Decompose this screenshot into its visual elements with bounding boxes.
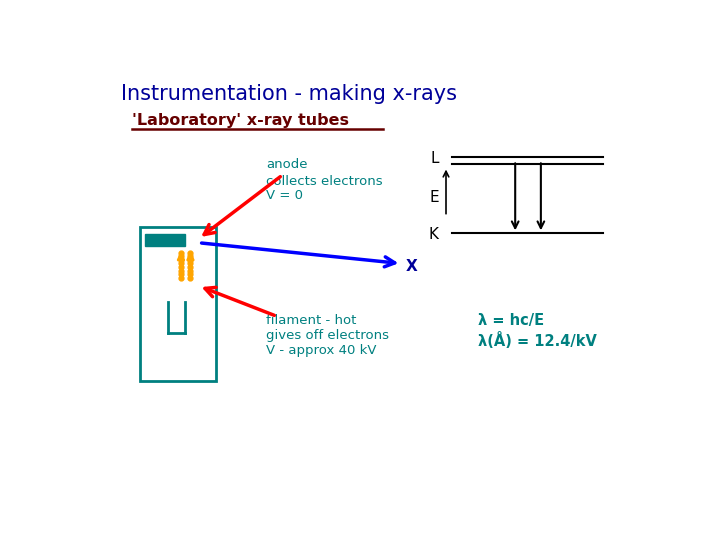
Text: λ(Å) = 12.4/kV: λ(Å) = 12.4/kV: [478, 332, 597, 348]
Text: V = 0: V = 0: [266, 190, 303, 202]
Text: filament - hot: filament - hot: [266, 314, 356, 327]
Text: X: X: [405, 259, 417, 274]
Text: collects electrons: collects electrons: [266, 175, 382, 188]
Bar: [140, 227, 215, 381]
Text: V - approx 40 kV: V - approx 40 kV: [266, 345, 377, 357]
Text: gives off electrons: gives off electrons: [266, 329, 389, 342]
Text: L: L: [431, 151, 438, 166]
Text: λ = hc/E: λ = hc/E: [478, 313, 544, 328]
Text: Instrumentation - making x-rays: Instrumentation - making x-rays: [121, 84, 456, 104]
Text: K: K: [428, 227, 438, 242]
Text: E: E: [429, 190, 438, 205]
Bar: [145, 234, 185, 246]
Text: anode: anode: [266, 158, 307, 171]
Text: 'Laboratory' x-ray tubes: 'Laboratory' x-ray tubes: [132, 113, 349, 127]
